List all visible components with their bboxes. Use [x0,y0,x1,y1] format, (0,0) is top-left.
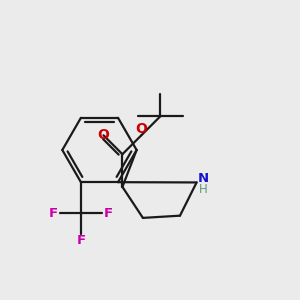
Text: O: O [135,122,147,136]
Text: N: N [198,172,209,185]
Text: F: F [76,234,86,247]
Text: F: F [49,207,58,220]
Text: H: H [199,183,208,196]
Text: O: O [98,128,110,142]
Text: F: F [104,207,113,220]
